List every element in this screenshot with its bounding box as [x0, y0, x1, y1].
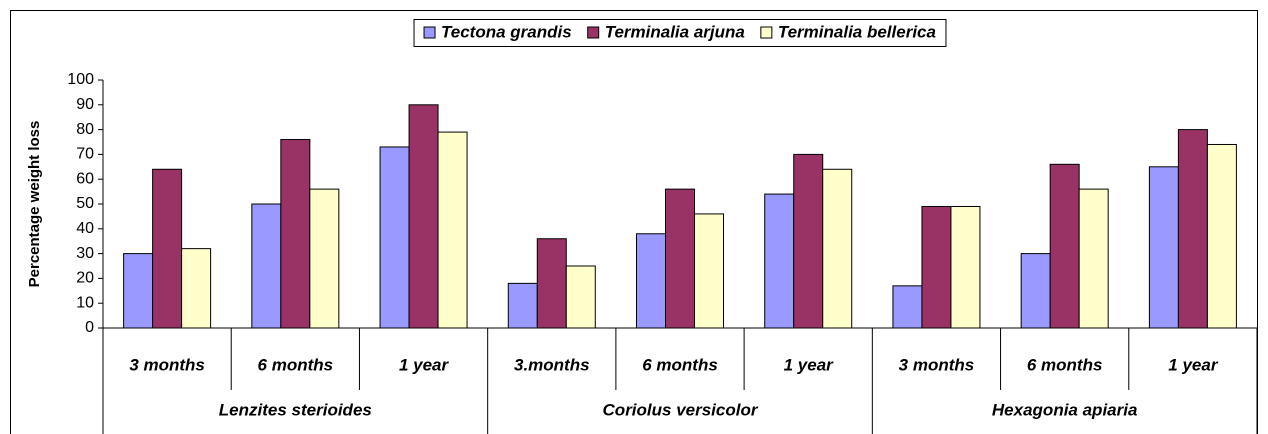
bar: [123, 253, 154, 329]
x-tick-label: 6 months: [258, 355, 334, 374]
bar: [565, 265, 596, 329]
bar: [892, 285, 923, 329]
y-tick-label: 40: [76, 220, 94, 237]
bar: [280, 139, 311, 329]
legend-label: Terminalia bellerica: [778, 22, 936, 41]
bar: [1206, 143, 1237, 329]
y-tick-label: 70: [76, 146, 94, 163]
legend-swatch: [760, 26, 773, 39]
y-tick-label: 100: [67, 71, 94, 88]
legend-label: Tectona grandis: [441, 22, 572, 41]
bar: [636, 233, 666, 329]
x-tick-label: 1 year: [399, 355, 450, 374]
y-tick-label: 0: [85, 319, 94, 336]
bar: [1078, 188, 1109, 329]
x-tick-label: 6 months: [642, 355, 718, 374]
group-label: Lenzites sterioides: [219, 400, 372, 419]
bar: [507, 282, 538, 329]
bar: [764, 193, 795, 329]
x-tick-label: 1 year: [1168, 355, 1219, 374]
y-tick-label: 60: [76, 170, 94, 187]
y-tick-label: 20: [76, 270, 94, 287]
group-label: Hexagonia apiaria: [992, 400, 1138, 419]
x-tick-label: 1 year: [784, 355, 835, 374]
bar: [536, 238, 567, 329]
x-tick-label: 6 months: [1027, 355, 1103, 374]
x-tick-label: 3 months: [899, 355, 975, 374]
y-tick-label: 30: [76, 245, 94, 262]
y-axis-title: Percentage weight loss: [26, 121, 43, 288]
bar: [665, 188, 695, 329]
legend-label: Terminalia arjuna: [605, 22, 745, 41]
bar: [822, 168, 853, 329]
bar: [921, 205, 952, 329]
bar: [379, 146, 410, 329]
x-tick-label: 3 months: [129, 355, 205, 374]
bar: [1020, 253, 1051, 329]
group-label: Coriolus versicolor: [603, 400, 759, 419]
y-tick-label: 80: [76, 121, 94, 138]
bar: [251, 203, 282, 329]
y-tick-label: 50: [76, 195, 94, 212]
bar: [793, 153, 824, 329]
bar: [1177, 129, 1208, 329]
y-tick-label: 10: [76, 294, 94, 311]
bar: [950, 205, 981, 329]
x-tick-label: 3.months: [514, 355, 590, 374]
legend-swatch: [423, 26, 436, 39]
y-tick-label: 90: [76, 96, 94, 113]
bar: [152, 168, 183, 329]
bar: [437, 131, 468, 329]
bar: [694, 213, 724, 329]
legend: [413, 19, 947, 47]
bar: [408, 104, 439, 329]
bar: [1148, 166, 1179, 329]
bar: [181, 248, 212, 329]
bar: [1049, 163, 1080, 329]
bar: [309, 188, 340, 329]
legend-swatch: [587, 26, 600, 39]
